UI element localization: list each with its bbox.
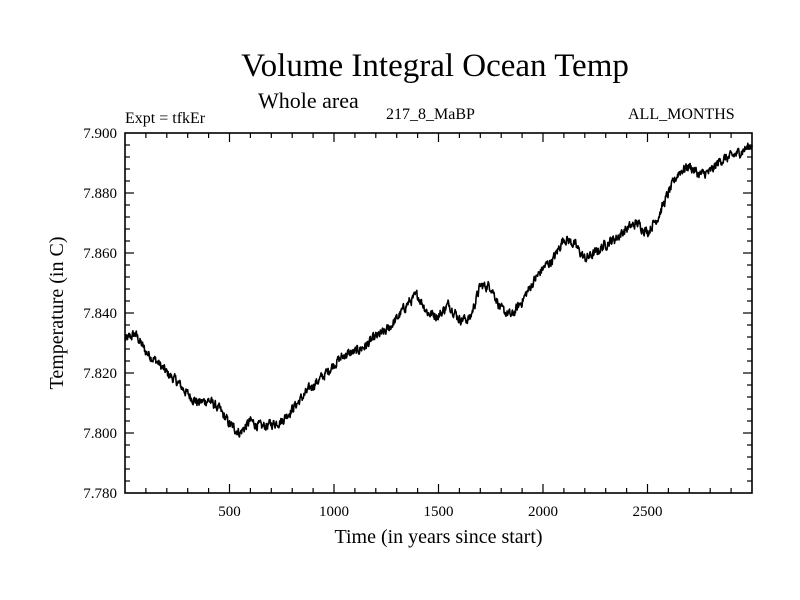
axis-ticks — [125, 133, 752, 493]
x-tick-label: 2500 — [633, 504, 663, 520]
temperature-series-line — [124, 142, 753, 438]
y-tick-label: 7.840 — [83, 306, 117, 322]
y-axis-label: Temperature (in C) — [46, 237, 68, 390]
x-tick-label: 2000 — [528, 504, 558, 520]
y-tick-label: 7.900 — [83, 126, 117, 142]
y-tick-label: 7.780 — [83, 486, 117, 502]
x-tick-label: 500 — [218, 504, 241, 520]
x-tick-label: 1500 — [424, 504, 454, 520]
y-tick-label: 7.800 — [83, 426, 117, 442]
y-tick-label: 7.880 — [83, 186, 117, 202]
axis-tick-labels: 500 1000 1500 2000 2500 7.780 7.800 7.820 7.840 7… — [83, 126, 662, 520]
plot-frame — [124, 132, 753, 494]
x-axis-label: Time (in years since start) — [334, 526, 542, 548]
experiment-id: 217_8_MaBP — [386, 106, 475, 123]
experiment-label: Expt = tfkEr — [125, 110, 206, 127]
y-tick-label: 7.820 — [83, 366, 117, 382]
chart-subtitle: Whole area — [258, 88, 359, 113]
chart-title: Volume Integral Ocean Temp — [241, 48, 629, 84]
y-tick-label: 7.860 — [83, 246, 117, 262]
x-tick-label: 1000 — [319, 504, 349, 520]
period-label: ALL_MONTHS — [628, 106, 735, 123]
